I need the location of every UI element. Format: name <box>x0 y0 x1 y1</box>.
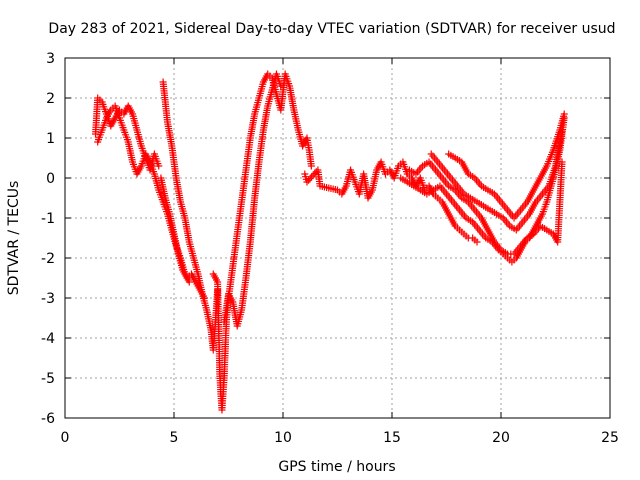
data-point-marker <box>303 178 311 186</box>
x-tick-label: 5 <box>170 430 179 446</box>
series-track-f <box>220 70 285 330</box>
series-track-d <box>157 174 209 302</box>
series-track-h <box>397 114 568 266</box>
data-point-marker <box>560 110 568 118</box>
data-point-marker <box>277 82 285 90</box>
data-point-marker <box>473 238 481 246</box>
data-point-marker <box>306 175 314 183</box>
series-track-i <box>405 158 566 258</box>
y-tick-label: -3 <box>41 291 55 307</box>
x-axis-label: GPS time / hours <box>278 459 395 475</box>
y-tick-label: 3 <box>46 51 55 67</box>
y-tick-label: -1 <box>41 211 55 227</box>
series-track-j <box>427 126 566 234</box>
x-tick-label: 25 <box>601 430 619 446</box>
y-axis-label: SDTVAR / TECUs <box>6 181 22 296</box>
x-tick-labels: 0 5 10 15 20 25 <box>61 430 619 446</box>
series-track-e <box>209 70 315 414</box>
plot-frame <box>64 57 611 419</box>
series-track-k <box>445 110 568 222</box>
x-tick-label: 0 <box>61 430 70 446</box>
chart-title: Day 283 of 2021, Sidereal Day-to-day VTE… <box>48 21 615 37</box>
data-point-marker <box>185 278 193 286</box>
data-point-marker <box>311 169 319 177</box>
x-tick-label: 10 <box>274 430 292 446</box>
series-track-b <box>94 102 193 286</box>
y-tick-labels: -6 -5 -4 -3 -2 -1 0 1 2 3 <box>41 51 55 427</box>
y-tick-label: -2 <box>41 251 55 267</box>
y-tick-label: 1 <box>46 131 55 147</box>
data-points <box>92 70 568 414</box>
y-tick-label: 0 <box>46 171 55 187</box>
x-tick-label: 20 <box>492 430 510 446</box>
data-point-marker <box>305 176 313 184</box>
data-point-marker <box>307 162 315 170</box>
data-point-marker <box>155 162 163 170</box>
y-tick-label: -5 <box>41 371 55 387</box>
y-tick-label: -4 <box>41 331 55 347</box>
y-tick-label: -6 <box>41 411 55 427</box>
y-tick-label: 2 <box>46 91 55 107</box>
data-point-marker <box>201 294 209 302</box>
data-point-marker <box>308 173 316 181</box>
x-tick-label: 15 <box>383 430 401 446</box>
axis-ticks <box>64 57 611 419</box>
